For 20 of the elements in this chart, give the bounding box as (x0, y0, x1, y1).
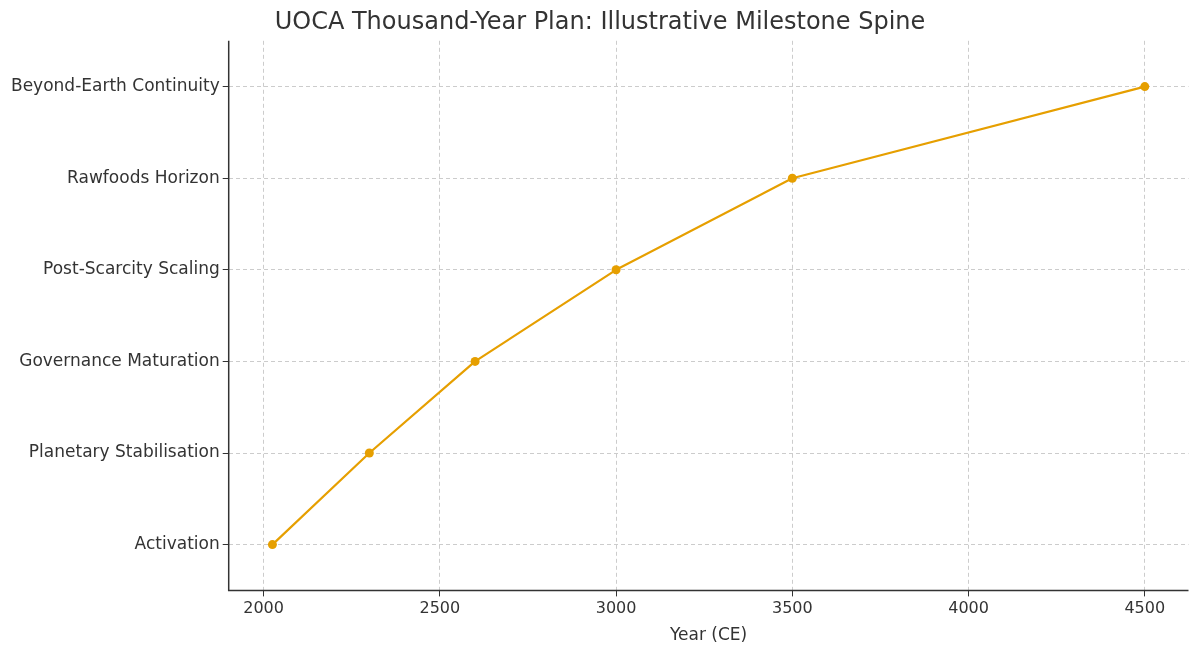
point (267, 540, 277, 550)
point (470, 356, 480, 366)
x-tick-label: 4000 (948, 598, 989, 618)
x-axis-title: Year (CE) (668, 624, 748, 645)
y-tick-label: Post-Scarcity Scaling (43, 258, 220, 279)
x-tick-label: 2000 (243, 598, 284, 618)
y-tick-label: Beyond-Earth Continuity (10, 75, 220, 96)
point (787, 173, 797, 183)
x-tick-label: 4500 (1124, 598, 1166, 618)
y-tick-label: Rawfoods Horizon (67, 166, 220, 187)
point (364, 448, 374, 458)
chart-title: UOCA Thousand-Year Plan: Illustrative Milestone Spine (274, 6, 926, 35)
y-tick-label: Governance Maturation (19, 349, 220, 370)
x-tick-label: 3500 (771, 598, 813, 618)
point (1140, 82, 1150, 92)
x-tick-label: 2500 (419, 598, 461, 618)
y-tick-label: Planetary Stabilisation (28, 441, 220, 462)
x-tick-label: 3000 (595, 598, 637, 618)
y-tick-label: Activation (134, 533, 220, 554)
point (611, 265, 621, 275)
